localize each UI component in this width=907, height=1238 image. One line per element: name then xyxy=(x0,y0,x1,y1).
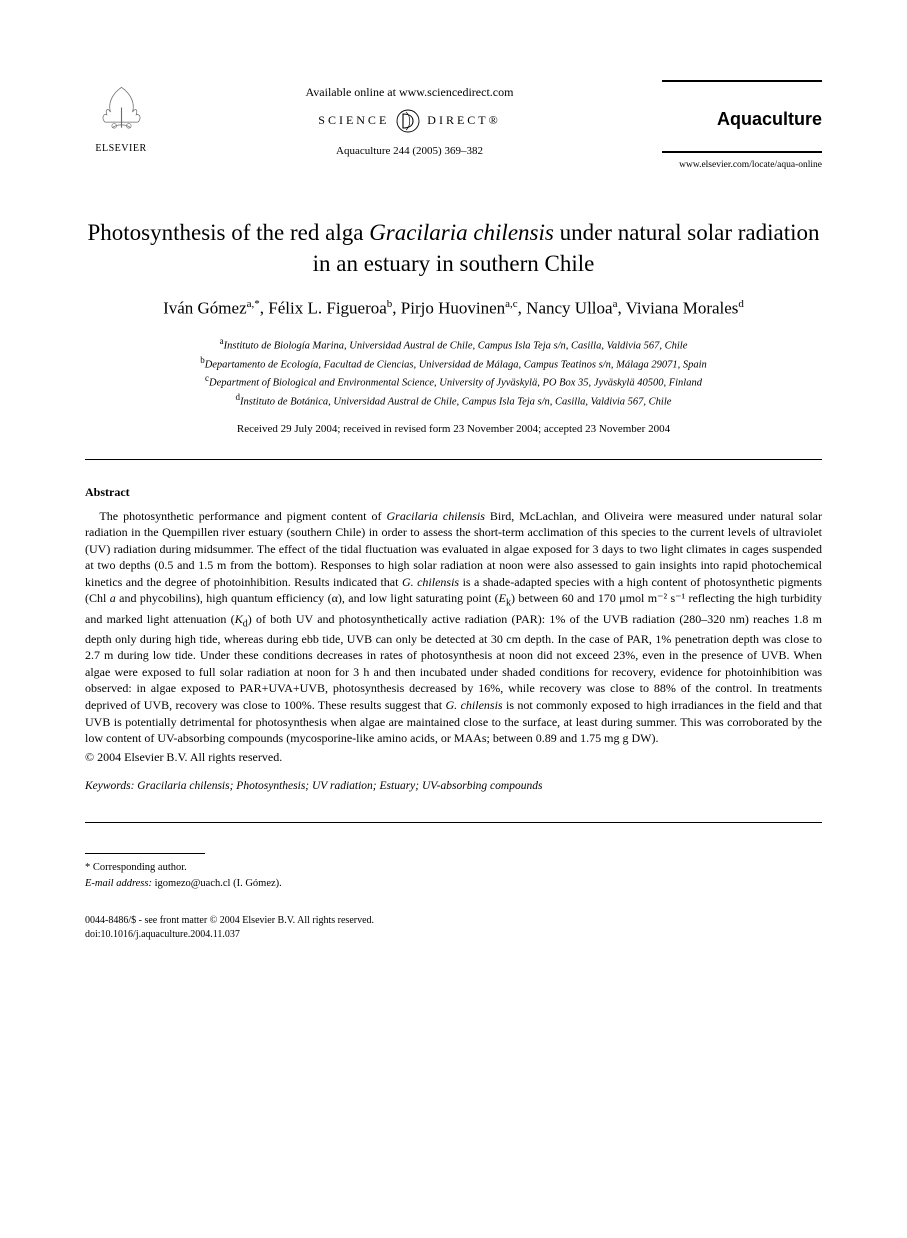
sd-d-icon xyxy=(395,108,421,134)
abs-ek: E xyxy=(499,591,506,605)
corresponding-author: * Corresponding author. xyxy=(85,860,822,876)
author-1: Iván Gómez xyxy=(163,299,247,318)
page-header: ELSEVIER Available online at www.science… xyxy=(85,80,822,172)
keywords: Keywords: Gracilaria chilensis; Photosyn… xyxy=(85,779,822,795)
article-title: Photosynthesis of the red alga Gracilari… xyxy=(85,217,822,279)
affiliation-b: bDepartamento de Ecología, Facultad de C… xyxy=(85,354,822,373)
author-2: Félix L. Figueroa xyxy=(268,299,387,318)
journal-name: Aquaculture xyxy=(662,107,822,131)
authors: Iván Gómeza,*, Félix L. Figueroab, Pirjo… xyxy=(85,297,822,321)
abs-kd: K xyxy=(235,612,243,626)
author-5: Viviana Morales xyxy=(626,299,739,318)
affiliation-d-text: Instituto de Botánica, Universidad Austr… xyxy=(240,396,671,407)
author-2-affil: b xyxy=(387,298,393,310)
keywords-label: Keywords: xyxy=(85,780,134,792)
author-3: Pirjo Huovinen xyxy=(401,299,505,318)
author-1-affil: a,* xyxy=(247,298,260,310)
author-4-affil: a xyxy=(613,298,618,310)
footnote-block: * Corresponding author. E-mail address: … xyxy=(85,860,822,892)
bottom-info: 0044-8486/$ - see front matter © 2004 El… xyxy=(85,914,822,942)
divider-bottom xyxy=(85,822,822,823)
doi-line: doi:10.1016/j.aquaculture.2004.11.037 xyxy=(85,928,822,942)
sd-right: DIRECT® xyxy=(427,113,500,127)
citation: Aquaculture 244 (2005) 369–382 xyxy=(157,144,662,159)
header-center: Available online at www.sciencedirect.co… xyxy=(157,80,662,159)
keywords-text: Gracilaria chilensis; Photosynthesis; UV… xyxy=(134,780,542,792)
author-3-affil: a,c xyxy=(505,298,518,310)
title-species: Gracilaria chilensis xyxy=(369,220,554,245)
affiliation-b-text: Departamento de Ecología, Facultad de Ci… xyxy=(205,359,707,370)
journal-rule-top xyxy=(662,80,822,82)
journal-url: www.elsevier.com/locate/aqua-online xyxy=(662,159,822,172)
publisher-logo: ELSEVIER xyxy=(85,80,157,155)
abstract-body: The photosynthetic performance and pigme… xyxy=(85,508,822,747)
abs-species-3: G. chilensis xyxy=(446,698,503,712)
article-history: Received 29 July 2004; received in revis… xyxy=(85,422,822,437)
issn-line: 0044-8486/$ - see front matter © 2004 El… xyxy=(85,914,822,928)
affiliation-a: aInstituto de Biología Marina, Universid… xyxy=(85,335,822,354)
affiliation-c: cDepartment of Biological and Environmen… xyxy=(85,372,822,391)
abs-t1: The photosynthetic performance and pigme… xyxy=(99,509,386,523)
affiliations: aInstituto de Biología Marina, Universid… xyxy=(85,335,822,410)
author-4: Nancy Ulloa xyxy=(526,299,612,318)
email-label: E-mail address: xyxy=(85,878,152,889)
affiliation-d: dInstituto de Botánica, Universidad Aust… xyxy=(85,391,822,410)
science-direct-logo: SCIENCE DIRECT® xyxy=(157,108,662,134)
publisher-name: ELSEVIER xyxy=(85,142,157,156)
abs-species-1: Gracilaria chilensis xyxy=(387,509,485,523)
divider-top xyxy=(85,459,822,460)
author-5-affil: d xyxy=(738,298,744,310)
abs-species-2: G. chilensis xyxy=(402,575,459,589)
affiliation-a-text: Instituto de Biología Marina, Universida… xyxy=(224,340,688,351)
title-pre: Photosynthesis of the red alga xyxy=(87,220,369,245)
sd-left: SCIENCE xyxy=(318,113,389,127)
abs-t4: and phycobilins), high quantum efficienc… xyxy=(116,591,499,605)
journal-rule-bottom xyxy=(662,151,822,153)
available-online-text: Available online at www.sciencedirect.co… xyxy=(157,84,662,100)
abstract-copyright: © 2004 Elsevier B.V. All rights reserved… xyxy=(85,749,822,765)
journal-box: Aquaculture www.elsevier.com/locate/aqua… xyxy=(662,80,822,172)
abstract-heading: Abstract xyxy=(85,484,822,500)
email-value: igomezo@uach.cl (I. Gómez). xyxy=(152,878,282,889)
abs-t6: ) of both UV and photosynthetically acti… xyxy=(85,612,822,712)
email-line: E-mail address: igomezo@uach.cl (I. Góme… xyxy=(85,876,822,892)
footnote-rule xyxy=(85,853,205,854)
elsevier-tree-icon xyxy=(94,80,149,135)
affiliation-c-text: Department of Biological and Environment… xyxy=(209,378,702,389)
